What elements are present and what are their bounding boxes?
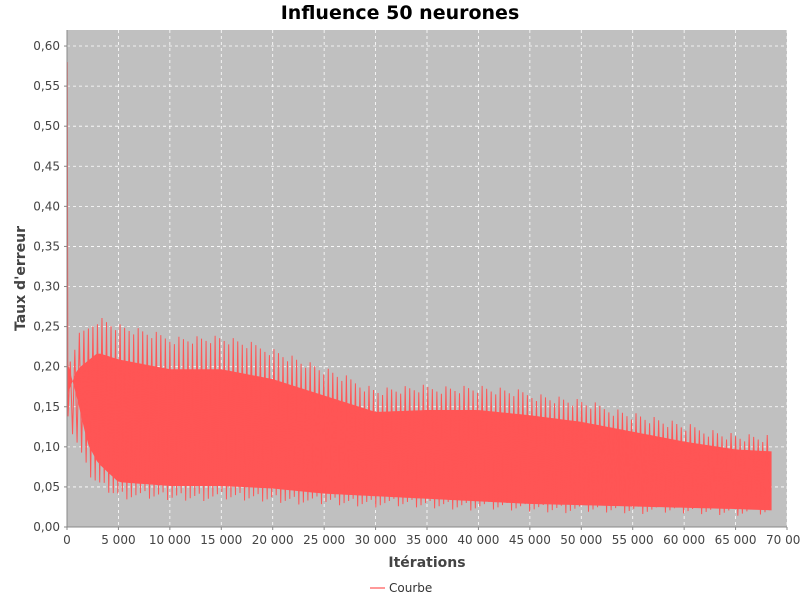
y-tick-label: 0,55 — [33, 79, 60, 93]
legend: Courbe — [370, 581, 432, 595]
x-tick-label: 35 000 — [406, 533, 448, 547]
x-tick-label: 5 000 — [101, 533, 135, 547]
x-tick-label: 60 000 — [663, 533, 705, 547]
x-tick-label: 20 000 — [252, 533, 294, 547]
y-tick-label: 0,00 — [33, 520, 60, 534]
x-tick-label: 45 000 — [509, 533, 551, 547]
x-tick-label: 0 — [63, 533, 71, 547]
x-tick-label: 65 000 — [715, 533, 757, 547]
y-axis-title: Taux d'erreur — [13, 226, 29, 331]
y-tick-label: 0,60 — [33, 39, 60, 53]
y-tick-label: 0,45 — [33, 159, 60, 173]
y-tick-label: 0,20 — [33, 360, 60, 374]
series-courbe-line — [67, 62, 771, 516]
y-tick-label: 0,50 — [33, 119, 60, 133]
x-tick-label: 30 000 — [355, 533, 397, 547]
chart-title: Influence 50 neurones — [280, 2, 520, 24]
x-tick-label: 70 000 — [766, 533, 800, 547]
x-tick-label: 55 000 — [612, 533, 654, 547]
y-tick-label: 0,05 — [33, 480, 60, 494]
y-tick-label: 0,30 — [33, 280, 60, 294]
x-tick-label: 40 000 — [457, 533, 499, 547]
y-tick-label: 0,15 — [33, 400, 60, 414]
x-tick-label: 10 000 — [149, 533, 191, 547]
y-tick-label: 0,25 — [33, 320, 60, 334]
x-tick-label: 25 000 — [303, 533, 345, 547]
y-tick-label: 0,10 — [33, 440, 60, 454]
legend-label-courbe: Courbe — [389, 581, 432, 595]
series-layer — [67, 62, 772, 516]
x-axis-title: Itérations — [388, 555, 465, 571]
y-tick-label: 0,35 — [33, 239, 60, 253]
axes: 0 5 000 10 000 15 000 20 000 25 000 30 000 35 0… — [33, 30, 800, 547]
x-tick-label: 15 000 — [200, 533, 242, 547]
y-tick-label: 0,40 — [33, 199, 60, 213]
x-tick-label: 50 000 — [560, 533, 602, 547]
